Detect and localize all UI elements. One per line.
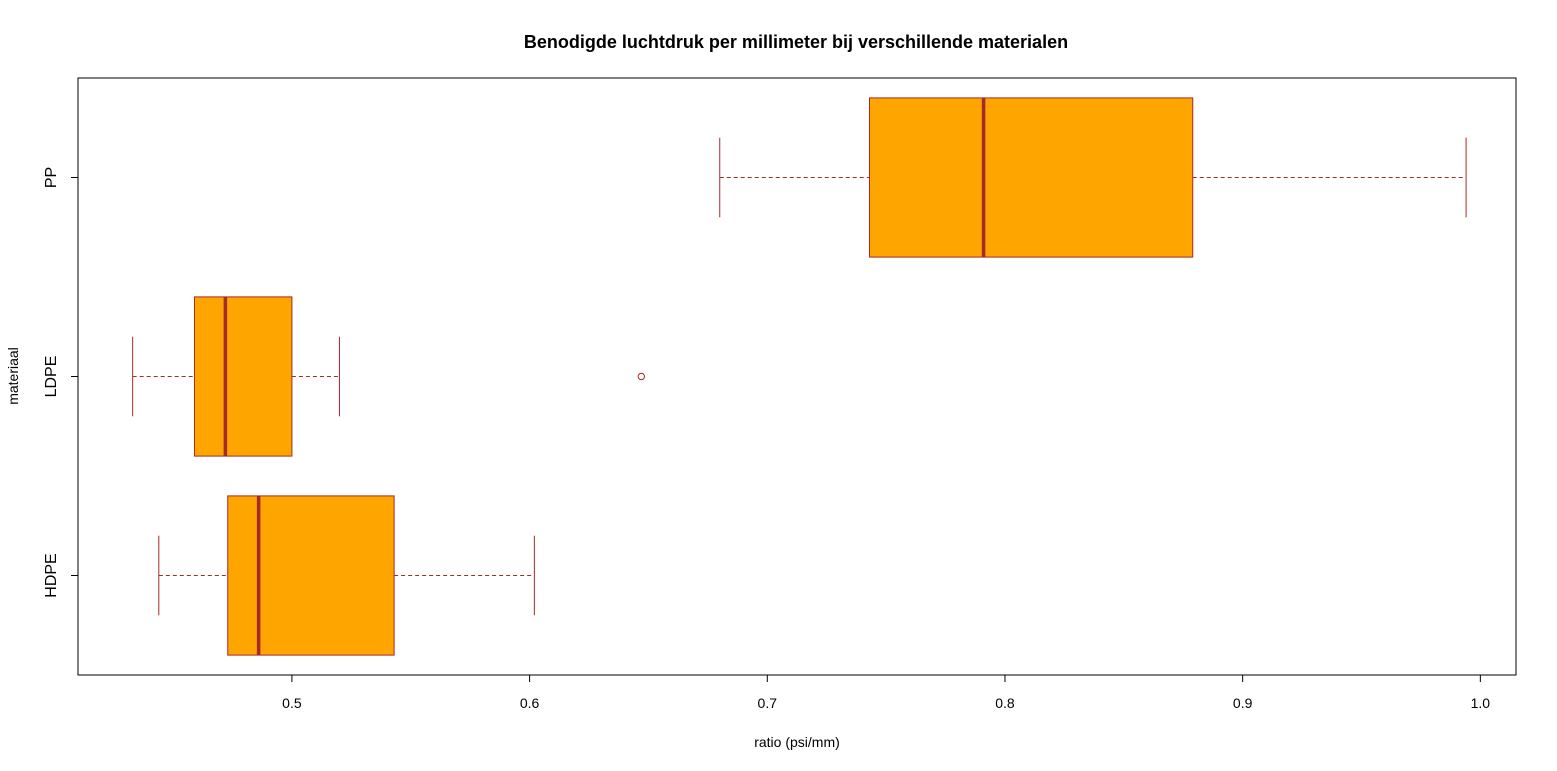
x-axis-label: ratio (psi/mm) [754, 734, 840, 750]
y-axis: HDPE LDPE PP [43, 167, 79, 598]
x-axis: 0.5 0.6 0.7 0.8 0.9 1.0 [282, 674, 1491, 711]
x-tick-label: 0.6 [520, 695, 540, 711]
box-iqr [868, 97, 1194, 258]
y-axis-label: materiaal [5, 347, 21, 405]
box-iqr [227, 495, 395, 656]
box-pp [719, 97, 1467, 258]
y-tick-label: PP [43, 167, 60, 188]
box-group [132, 97, 1467, 656]
box-ldpe [132, 296, 646, 457]
y-tick-label: LDPE [43, 356, 60, 398]
box-iqr [193, 296, 293, 457]
x-tick-label: 0.7 [758, 695, 778, 711]
y-tick-label: HDPE [43, 553, 60, 597]
x-tick-label: 0.5 [282, 695, 302, 711]
x-tick-label: 0.8 [995, 695, 1015, 711]
x-tick-label: 0.9 [1233, 695, 1253, 711]
chart-title: Benodigde luchtdruk per millimeter bij v… [524, 32, 1068, 52]
outlier-point [637, 372, 646, 381]
box-hdpe [158, 495, 535, 656]
x-tick-label: 1.0 [1471, 695, 1491, 711]
